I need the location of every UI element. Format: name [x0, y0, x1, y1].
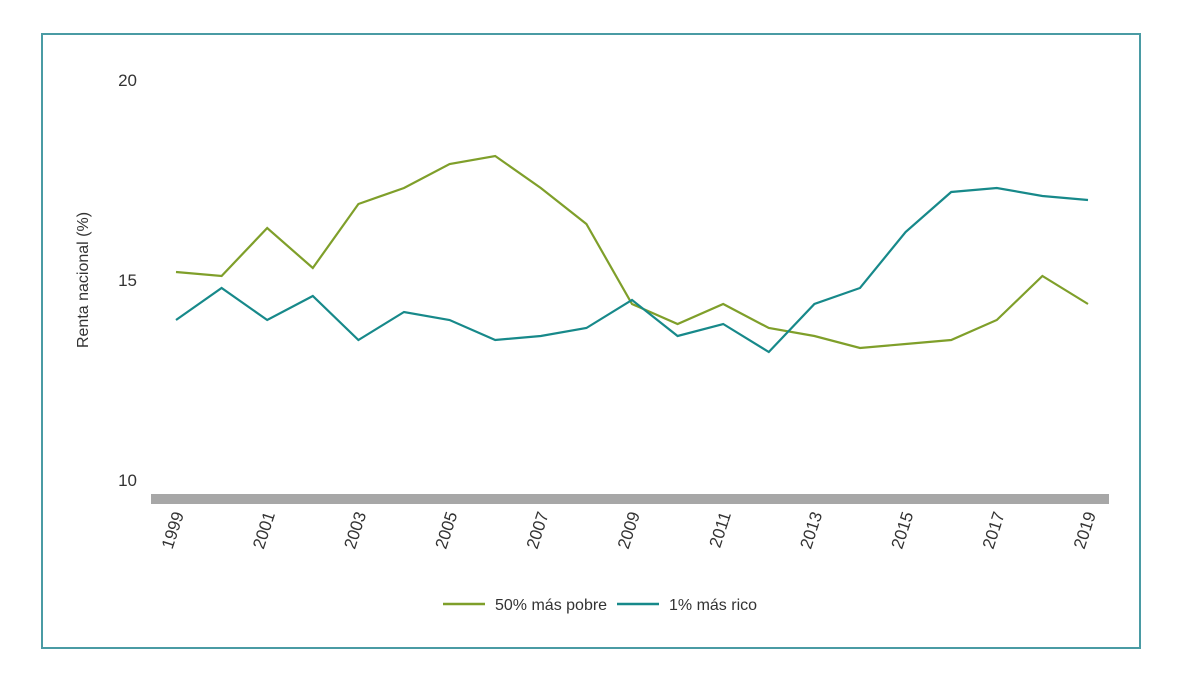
series-line-0: [175, 154, 1089, 350]
x-tick-label: 2011: [706, 509, 735, 550]
x-tick-label: 2009: [614, 509, 644, 551]
x-tick-label: 2017: [979, 509, 1009, 551]
y-tick-label: 15: [118, 271, 137, 290]
y-tick-label: 10: [118, 471, 137, 490]
x-tick-label: 2005: [432, 509, 462, 551]
x-tick-label: 1999: [158, 509, 188, 551]
x-tick-label: 2001: [249, 509, 279, 551]
legend: 50% más pobre 1% más rico: [443, 597, 757, 614]
y-axis-ticks: 10 15 20: [118, 71, 137, 490]
series-line-1: [175, 186, 1089, 354]
x-tick-label: 2013: [796, 509, 826, 551]
y-axis-label-group: Renta nacional (%): [75, 212, 92, 348]
legend-label-1: 1% más rico: [669, 597, 757, 614]
x-axis-baseline-band: [151, 494, 1109, 504]
x-tick-label: 2019: [1070, 509, 1100, 551]
y-axis-label: Renta nacional (%): [75, 212, 92, 348]
x-tick-label: 2015: [888, 509, 918, 551]
series-lines: [175, 154, 1089, 354]
y-tick-label: 20: [118, 71, 137, 90]
x-tick-label: 2003: [340, 509, 370, 551]
x-axis-ticks: 1999 2001 2003 2005 2007 2009 2011 2013 2015 2017…: [158, 509, 1100, 551]
x-tick-label: 2007: [523, 509, 553, 551]
legend-label-0: 50% más pobre: [495, 597, 607, 614]
chart-frame: [41, 33, 1141, 649]
